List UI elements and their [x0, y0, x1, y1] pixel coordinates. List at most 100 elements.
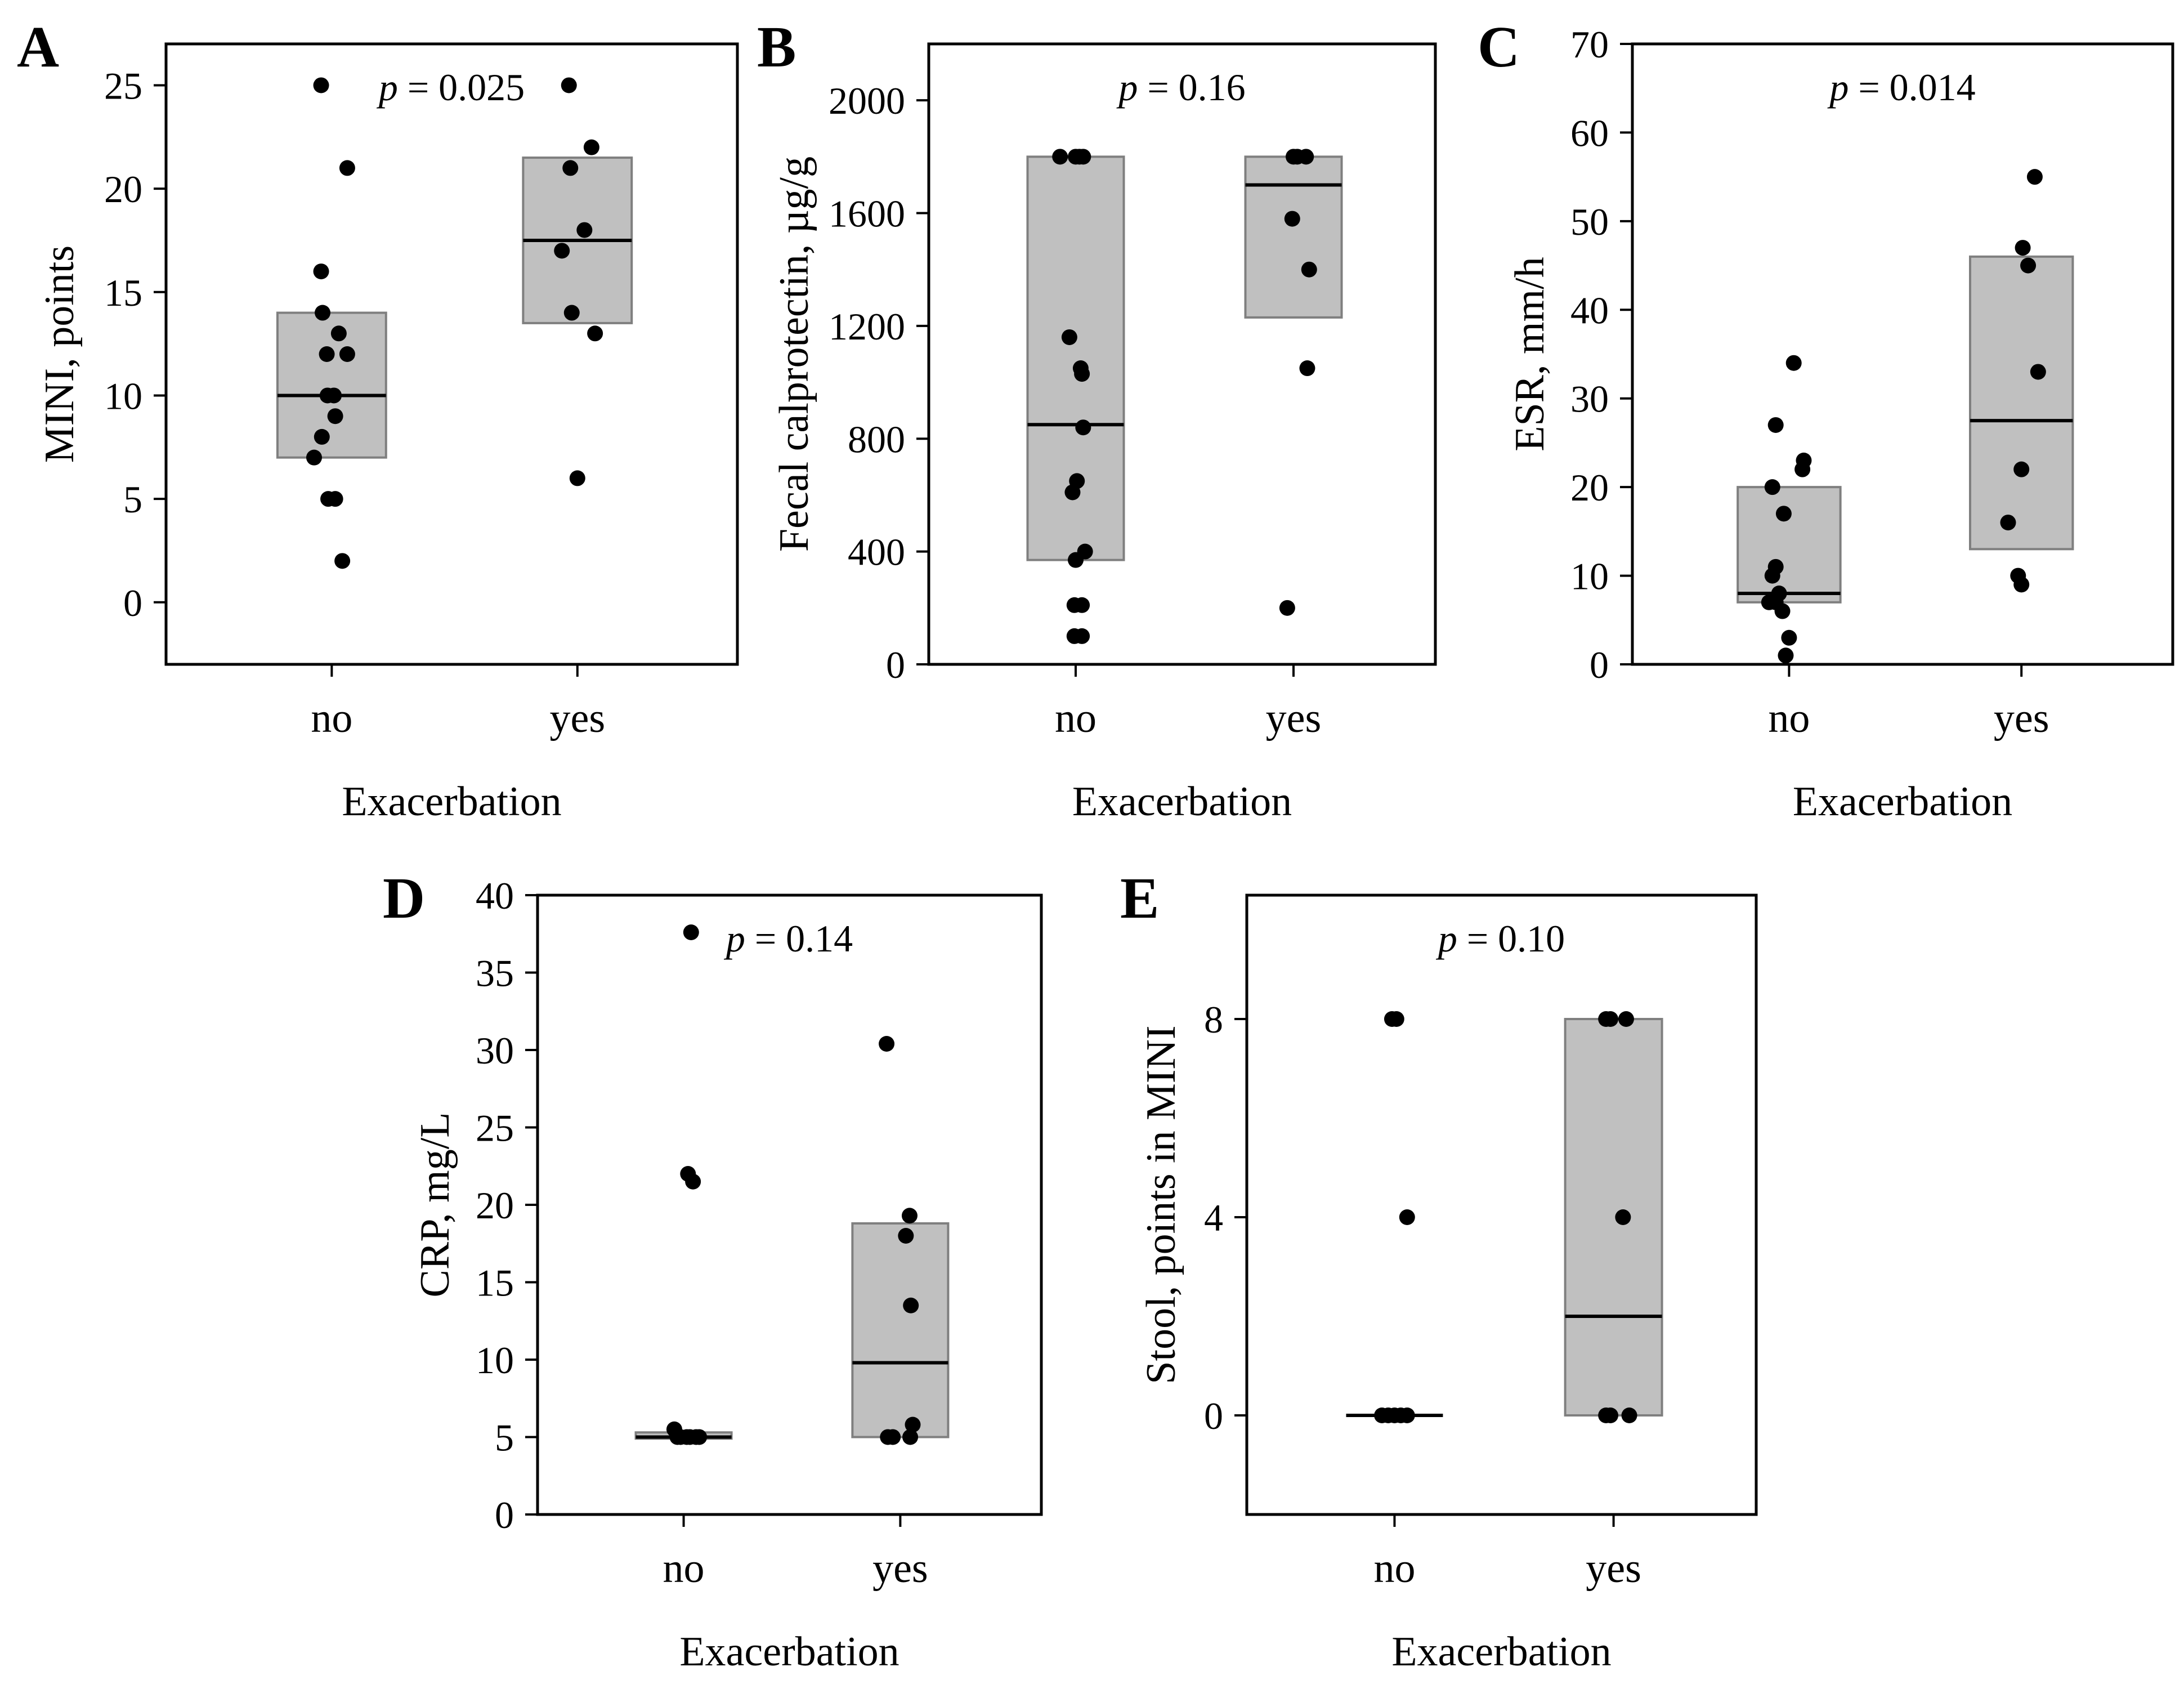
p-value: p = 0.025: [377, 66, 525, 109]
data-point-yes: [1603, 1011, 1619, 1027]
y-tick-label: 35: [476, 952, 514, 995]
data-point-no: [1074, 366, 1090, 382]
x-tick-label: no: [1768, 695, 1810, 741]
y-axis-label: CRP, mg/L: [412, 1112, 458, 1298]
x-tick-label: yes: [549, 695, 605, 741]
p-value-symbol: p: [1116, 66, 1138, 109]
y-tick-label: 0: [1204, 1395, 1223, 1437]
y-tick-label: 25: [104, 64, 142, 107]
data-point-no: [1794, 461, 1811, 477]
data-point-no: [330, 325, 347, 342]
p-value-number: = 0.14: [745, 917, 853, 960]
panel-d: D 0 5 10 15 20 25 30 35 40 no yes Exacerbation CRP, m…: [383, 866, 1043, 1675]
data-point-no: [1399, 1407, 1415, 1423]
box-yes: [1969, 255, 2074, 551]
x-tick-label: yes: [1586, 1545, 1641, 1592]
p-value-symbol: p: [724, 917, 745, 960]
data-point-yes: [2015, 240, 2031, 256]
box-yes: [1564, 1018, 1663, 1417]
data-point-no: [339, 160, 355, 176]
data-point-no: [306, 449, 323, 466]
data-point-no: [1064, 484, 1081, 501]
p-value-number: = 0.025: [398, 66, 525, 109]
x-axis-label: Exacerbation: [1391, 1629, 1611, 1675]
data-point-yes: [1621, 1407, 1637, 1423]
p-value-number: = 0.014: [1849, 66, 1975, 109]
p-value: p = 0.14: [724, 917, 853, 960]
data-point-no: [1774, 603, 1791, 619]
plot-frame: [164, 42, 739, 666]
data-point-no: [334, 553, 351, 569]
y-tick-label: 0: [886, 644, 905, 686]
panel-b: B 0 400 800 1200 1600 2000 no yes Exacerbation Fec…: [757, 15, 1437, 825]
p-value: p = 0.16: [1116, 66, 1245, 109]
data-point-yes: [1618, 1011, 1634, 1027]
y-axis-label: ESR, mm/h: [1507, 257, 1553, 451]
y-tick-label: 10: [1570, 555, 1609, 598]
box-yes: [1244, 155, 1343, 319]
x-tick-label: no: [1055, 695, 1097, 741]
y-tick-label: 20: [1570, 466, 1609, 509]
data-point-no: [669, 1429, 686, 1445]
data-point-no: [1767, 417, 1784, 433]
panel-letter: C: [1478, 15, 1520, 79]
y-tick-label: 30: [1570, 378, 1609, 421]
data-point-yes: [1299, 360, 1315, 377]
panel-c: C 0 10 20 30 40 50 60 70 no yes Exacerbation ESR, mm…: [1478, 15, 2174, 825]
data-point-yes: [1301, 261, 1317, 278]
x-axis-label: Exacerbation: [1072, 779, 1292, 825]
y-tick-label: 5: [123, 478, 142, 521]
data-point-no: [1764, 479, 1780, 495]
data-point-no: [1074, 597, 1090, 613]
y-tick-label: 15: [104, 271, 142, 314]
data-point-yes: [901, 1208, 918, 1224]
data-point-yes: [576, 222, 593, 238]
data-point-yes: [902, 1429, 919, 1445]
p-value-symbol: p: [1436, 917, 1457, 960]
data-point-no: [1388, 1011, 1404, 1027]
panel-letter: B: [757, 15, 796, 79]
p-value: p = 0.014: [1827, 66, 1975, 109]
x-axis-label: Exacerbation: [679, 1629, 899, 1675]
y-tick-label: 2000: [829, 79, 905, 122]
data-point-yes: [879, 1036, 895, 1052]
y-tick-label: 20: [104, 168, 142, 211]
p-value-number: = 0.16: [1138, 66, 1245, 109]
data-point-no: [1068, 552, 1084, 568]
x-tick-label: no: [311, 695, 352, 741]
data-point-no: [685, 1173, 701, 1190]
x-axis-label: Exacerbation: [1793, 779, 2012, 825]
y-tick-label: 0: [1590, 644, 1609, 686]
data-point-no: [1061, 329, 1077, 345]
data-point-yes: [2000, 515, 2016, 531]
x-tick-label: yes: [1266, 695, 1322, 741]
data-point-yes: [898, 1228, 914, 1244]
data-point-no: [1075, 419, 1091, 436]
x-tick-label: no: [663, 1545, 705, 1592]
p-value: p = 0.10: [1436, 917, 1565, 960]
panel-e: E 0 4 8 no yes Exacerbation Stool, points in MI…: [1120, 866, 1758, 1675]
plot-frame: [536, 893, 1043, 1516]
data-point-no: [691, 1429, 708, 1445]
y-tick-label: 10: [476, 1339, 514, 1382]
p-value-number: = 0.10: [1457, 917, 1565, 960]
p-value-symbol: p: [377, 66, 398, 109]
y-tick-label: 1600: [829, 193, 905, 235]
data-point-no: [327, 491, 343, 507]
box-yes: [851, 1222, 950, 1438]
y-tick-label: 20: [476, 1184, 514, 1227]
data-point-no: [1778, 647, 1794, 664]
plot-frame: [1245, 893, 1758, 1516]
y-tick-label: 40: [1570, 289, 1609, 332]
y-tick-label: 10: [104, 374, 142, 417]
data-point-yes: [561, 77, 577, 93]
x-tick-label: yes: [1994, 695, 2049, 741]
data-point-yes: [2026, 169, 2043, 185]
data-point-yes: [1284, 211, 1300, 227]
p-value-symbol: p: [1827, 66, 1849, 109]
data-point-no: [683, 924, 699, 940]
y-axis-label: Stool, points in MINI: [1138, 1025, 1184, 1384]
y-axis-label: MINI, points: [37, 245, 83, 463]
plot-frame: [1631, 42, 2174, 666]
data-point-no: [1052, 149, 1068, 165]
